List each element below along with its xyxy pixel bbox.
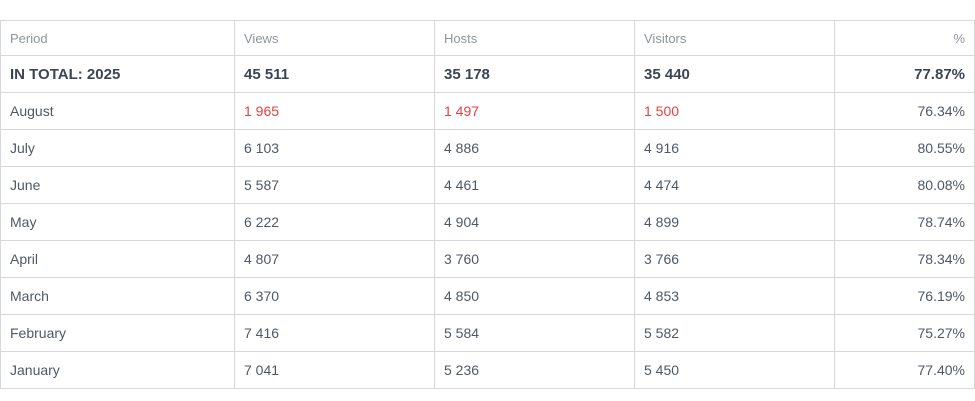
- row-views: 5 587: [234, 166, 435, 204]
- row-visitors: 4 916: [634, 129, 835, 167]
- row-period: February: [0, 314, 235, 352]
- table-row: June 5 587 4 461 4 474 80.08%: [0, 166, 975, 204]
- table-row: July 6 103 4 886 4 916 80.55%: [0, 129, 975, 167]
- row-percent: 77.40%: [834, 351, 975, 389]
- row-visitors: 4 899: [634, 203, 835, 241]
- row-hosts: 4 850: [434, 277, 635, 315]
- row-visitors: 5 582: [634, 314, 835, 352]
- total-views: 45 511: [234, 55, 435, 93]
- row-period: August: [0, 92, 235, 130]
- row-hosts: 5 236: [434, 351, 635, 389]
- header-visitors[interactable]: Visitors: [634, 20, 835, 56]
- row-views: 6 370: [234, 277, 435, 315]
- total-visitors: 35 440: [634, 55, 835, 93]
- total-period: IN TOTAL: 2025: [0, 55, 235, 93]
- row-hosts: 1 497: [434, 92, 635, 130]
- row-hosts: 4 904: [434, 203, 635, 241]
- row-percent: 78.74%: [834, 203, 975, 241]
- row-hosts: 5 584: [434, 314, 635, 352]
- row-percent: 76.19%: [834, 277, 975, 315]
- header-percent[interactable]: %: [834, 20, 975, 56]
- header-period[interactable]: Period: [0, 20, 235, 56]
- table-row: April 4 807 3 760 3 766 78.34%: [0, 240, 975, 278]
- row-hosts: 4 886: [434, 129, 635, 167]
- row-period: July: [0, 129, 235, 167]
- row-period: May: [0, 203, 235, 241]
- row-period: June: [0, 166, 235, 204]
- row-visitors: 4 474: [634, 166, 835, 204]
- table-row: May 6 222 4 904 4 899 78.74%: [0, 203, 975, 241]
- row-period: April: [0, 240, 235, 278]
- row-views: 7 041: [234, 351, 435, 389]
- row-percent: 76.34%: [834, 92, 975, 130]
- row-visitors: 5 450: [634, 351, 835, 389]
- row-views: 1 965: [234, 92, 435, 130]
- row-percent: 80.08%: [834, 166, 975, 204]
- row-period: March: [0, 277, 235, 315]
- row-percent: 75.27%: [834, 314, 975, 352]
- row-percent: 78.34%: [834, 240, 975, 278]
- table-row: March 6 370 4 850 4 853 76.19%: [0, 277, 975, 315]
- row-views: 7 416: [234, 314, 435, 352]
- table-header: Period Views Hosts Visitors %: [0, 20, 975, 56]
- row-hosts: 4 461: [434, 166, 635, 204]
- row-period: January: [0, 351, 235, 389]
- table-row: February 7 416 5 584 5 582 75.27%: [0, 314, 975, 352]
- row-percent: 80.55%: [834, 129, 975, 167]
- total-percent: 77.87%: [834, 55, 975, 93]
- row-visitors: 3 766: [634, 240, 835, 278]
- stats-table: Period Views Hosts Visitors % IN TOTAL: …: [0, 20, 975, 389]
- row-visitors: 1 500: [634, 92, 835, 130]
- table-row: August 1 965 1 497 1 500 76.34%: [0, 92, 975, 130]
- table-body: IN TOTAL: 2025 45 511 35 178 35 440 77.8…: [0, 55, 975, 389]
- row-hosts: 3 760: [434, 240, 635, 278]
- header-hosts[interactable]: Hosts: [434, 20, 635, 56]
- header-views[interactable]: Views: [234, 20, 435, 56]
- row-views: 6 222: [234, 203, 435, 241]
- row-views: 4 807: [234, 240, 435, 278]
- table-row: January 7 041 5 236 5 450 77.40%: [0, 351, 975, 389]
- total-hosts: 35 178: [434, 55, 635, 93]
- header-row: Period Views Hosts Visitors %: [0, 20, 975, 56]
- row-visitors: 4 853: [634, 277, 835, 315]
- total-row: IN TOTAL: 2025 45 511 35 178 35 440 77.8…: [0, 55, 975, 93]
- row-views: 6 103: [234, 129, 435, 167]
